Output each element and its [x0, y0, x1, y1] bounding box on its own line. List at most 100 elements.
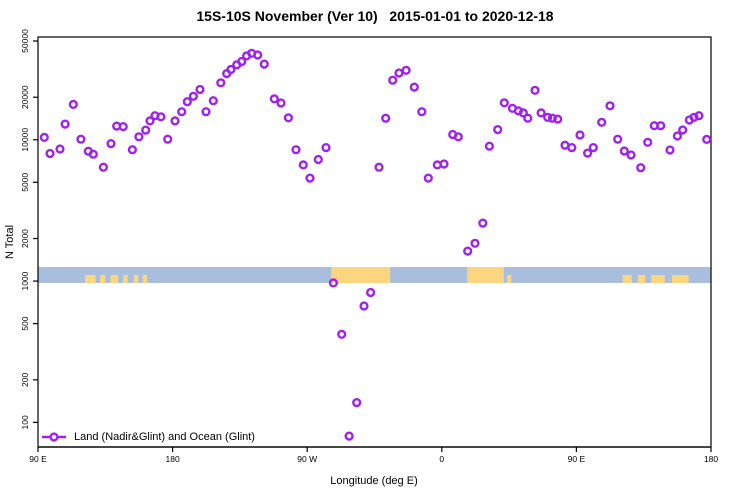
- data-point: [588, 143, 598, 153]
- data-point: [672, 131, 683, 141]
- data-point: [470, 238, 480, 248]
- data-point: [388, 75, 398, 85]
- data-point: [208, 96, 218, 106]
- data-point: [484, 141, 495, 151]
- x-tick-label: 90 E: [29, 454, 47, 464]
- data-point: [305, 173, 315, 183]
- data-point: [344, 431, 354, 441]
- data-point: [543, 112, 553, 123]
- data-point: [553, 114, 563, 124]
- data-point: [547, 113, 557, 123]
- data-point: [276, 98, 286, 108]
- map-band-land: [100, 275, 106, 283]
- data-point: [582, 148, 593, 158]
- data-point: [337, 329, 347, 339]
- data-point: [352, 398, 362, 408]
- map-band-land: [133, 275, 139, 283]
- data-point: [98, 162, 109, 172]
- data-point: [156, 112, 166, 122]
- data-point: [45, 148, 55, 159]
- data-point: [689, 112, 699, 122]
- data-point: [188, 91, 199, 101]
- y-tick-label: 10000: [20, 128, 30, 152]
- data-point: [374, 162, 384, 172]
- data-point: [328, 278, 339, 288]
- data-point: [643, 137, 653, 147]
- data-point: [394, 68, 404, 78]
- data-point: [493, 125, 503, 135]
- data-point: [60, 119, 70, 129]
- data-point: [321, 143, 331, 153]
- map-band-land: [123, 275, 128, 283]
- data-point: [88, 149, 98, 159]
- map-band-land: [331, 267, 391, 283]
- data-point: [401, 65, 411, 75]
- data-point: [216, 78, 226, 88]
- data-point: [141, 125, 151, 135]
- data-point: [499, 98, 509, 108]
- data-point: [201, 107, 211, 117]
- y-tick-label: 50000: [20, 29, 30, 53]
- data-point: [163, 134, 173, 144]
- map-band-land: [651, 275, 665, 283]
- x-tick-label: 0: [439, 454, 444, 464]
- y-tick-label: 500: [20, 316, 30, 330]
- data-point: [259, 59, 269, 69]
- y-tick-label: 5000: [20, 173, 30, 192]
- data-point: [597, 117, 607, 127]
- data-point: [619, 146, 629, 156]
- data-point: [134, 132, 144, 142]
- data-point: [567, 143, 577, 153]
- x-tick-label: 180: [704, 454, 718, 464]
- data-point: [409, 82, 419, 92]
- data-point: [118, 121, 128, 132]
- data-point: [269, 94, 279, 104]
- y-tick-label: 1000: [20, 271, 30, 290]
- data-point: [702, 134, 712, 145]
- y-tick-label: 2000: [20, 229, 30, 248]
- legend-label: Land (Nadir&Glint) and Ocean (Glint): [74, 431, 255, 443]
- map-band-land: [637, 275, 646, 283]
- data-point: [613, 134, 623, 144]
- data-point: [145, 116, 155, 126]
- data-point: [68, 99, 78, 110]
- map-band-land: [622, 275, 632, 283]
- map-band-land: [110, 275, 118, 283]
- data-point: [636, 163, 646, 173]
- data-point: [182, 97, 192, 107]
- data-point: [453, 132, 463, 142]
- data-point: [237, 56, 247, 67]
- data-point: [423, 173, 433, 183]
- data-point: [55, 144, 65, 154]
- y-tick-label: 200: [20, 372, 30, 386]
- data-point: [417, 107, 427, 117]
- plot-border: [37, 36, 712, 448]
- data-point: [530, 85, 540, 95]
- legend-point-icon: [49, 432, 59, 442]
- data-point: [177, 107, 187, 117]
- data-point: [536, 108, 546, 118]
- data-point: [665, 145, 675, 155]
- data-point: [127, 145, 138, 155]
- x-tick-label: 90 E: [568, 454, 586, 464]
- map-band-land: [506, 275, 512, 283]
- data-point: [463, 246, 473, 256]
- data-point: [605, 101, 615, 111]
- data-point: [518, 108, 528, 118]
- data-point: [366, 287, 376, 298]
- data-point: [575, 130, 585, 140]
- x-axis-title: Longitude (deg E): [330, 475, 418, 487]
- data-point: [253, 50, 263, 60]
- map-band-land: [467, 267, 504, 283]
- y-tick-label: 100: [20, 415, 30, 429]
- data-point: [359, 301, 369, 311]
- x-tick-label: 90 W: [297, 454, 317, 464]
- x-tick-label: 180: [166, 454, 180, 464]
- data-point: [298, 160, 308, 170]
- data-point: [626, 150, 636, 160]
- map-band-land: [142, 275, 148, 283]
- chart-title: 15S-10S November (Ver 10) 2015-01-01 to …: [196, 8, 554, 24]
- data-point: [106, 139, 116, 149]
